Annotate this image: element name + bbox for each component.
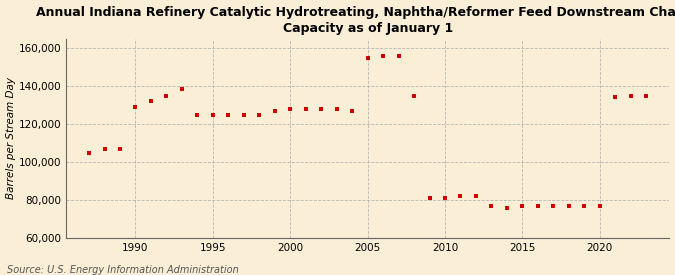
Point — [146, 99, 157, 103]
Point — [99, 147, 110, 151]
Point — [238, 112, 249, 117]
Point — [84, 150, 95, 155]
Point — [347, 109, 358, 113]
Point — [285, 107, 296, 111]
Point — [331, 107, 342, 111]
Text: Source: U.S. Energy Information Administration: Source: U.S. Energy Information Administ… — [7, 265, 238, 275]
Point — [269, 109, 280, 113]
Point — [502, 205, 512, 210]
Point — [207, 112, 218, 117]
Point — [316, 107, 327, 111]
Point — [564, 204, 574, 208]
Point — [408, 93, 419, 98]
Point — [300, 107, 311, 111]
Point — [424, 196, 435, 200]
Point — [610, 95, 621, 100]
Point — [470, 194, 481, 199]
Point — [595, 204, 605, 208]
Point — [378, 53, 389, 58]
Point — [393, 53, 404, 58]
Point — [362, 55, 373, 60]
Y-axis label: Barrels per Stream Day: Barrels per Stream Day — [5, 77, 16, 199]
Point — [176, 87, 187, 91]
Point — [486, 204, 497, 208]
Point — [517, 204, 528, 208]
Point — [641, 93, 651, 98]
Point — [533, 204, 543, 208]
Point — [439, 196, 450, 200]
Point — [455, 194, 466, 199]
Point — [115, 147, 126, 151]
Point — [625, 93, 636, 98]
Point — [161, 93, 172, 98]
Point — [223, 112, 234, 117]
Point — [254, 112, 265, 117]
Point — [548, 204, 559, 208]
Point — [130, 105, 141, 109]
Point — [579, 204, 590, 208]
Title: Annual Indiana Refinery Catalytic Hydrotreating, Naphtha/Reformer Feed Downstrea: Annual Indiana Refinery Catalytic Hydrot… — [36, 6, 675, 35]
Point — [192, 112, 202, 117]
